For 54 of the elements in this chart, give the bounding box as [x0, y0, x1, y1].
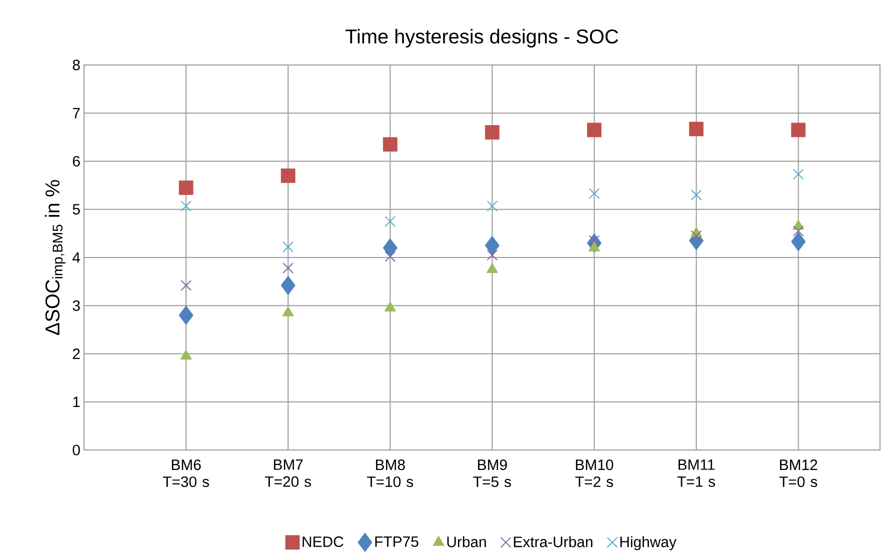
y-tick-label: 1: [73, 396, 80, 408]
point: [588, 241, 600, 252]
point: [588, 188, 600, 199]
point: [689, 122, 704, 136]
y-tick-label: 7: [72, 108, 80, 118]
x-tick-label: BM8 T=10 s: [367, 460, 414, 488]
chart-title: Time hysteresis designs - SOC: [346, 28, 618, 48]
point: [792, 168, 804, 180]
point: [280, 168, 296, 183]
y-axis-title: ΔSOC$_{imp,BM5}$ in %: [44, 180, 66, 336]
point: [178, 306, 194, 325]
point: [280, 276, 296, 296]
point: [484, 236, 500, 256]
point: [178, 180, 194, 195]
point: [180, 349, 192, 360]
x-tick-label: BM10 T=2 s: [575, 460, 614, 488]
x-tick-label: BM6 T=30 s: [162, 460, 209, 488]
x-tick-label: BM9 T=5 s: [473, 460, 511, 488]
point: [791, 122, 806, 138]
point: [792, 226, 804, 236]
x-tick-label: BM7 T=20 s: [264, 460, 312, 487]
point: [180, 200, 192, 212]
point: [282, 306, 294, 316]
point: [282, 241, 294, 252]
y-tick-label: 5: [72, 204, 80, 215]
point: [587, 122, 602, 138]
x-tick-label: BM11 T=1 s: [677, 460, 716, 487]
legend-label: Highway: [620, 536, 676, 550]
x-tick-label: BM12 T=0 s: [779, 460, 818, 488]
y-tick-label: 3: [72, 300, 80, 311]
point: [486, 250, 498, 261]
point: [382, 238, 398, 258]
point: [690, 189, 702, 200]
legend-label: Extra-Urban: [514, 536, 592, 548]
point: [588, 235, 600, 246]
y-tick-label: 4: [72, 252, 80, 263]
legend-label: Urban: [447, 536, 486, 548]
point: [791, 232, 806, 252]
point: [382, 137, 398, 152]
point: [180, 280, 192, 291]
point: [486, 262, 498, 273]
legend-label: FTP75: [375, 536, 418, 547]
point: [486, 200, 498, 212]
point: [384, 301, 396, 312]
y-tick-label: 2: [72, 348, 80, 359]
y-tick-label: 8: [72, 60, 80, 70]
point: [690, 230, 702, 242]
point: [282, 262, 294, 274]
legend-label: NEDC: [302, 536, 344, 548]
y-tick-label: 0: [72, 444, 80, 456]
point: [384, 216, 396, 227]
point: [485, 125, 500, 140]
y-tick-label: 6: [72, 156, 80, 167]
point: [384, 251, 396, 262]
